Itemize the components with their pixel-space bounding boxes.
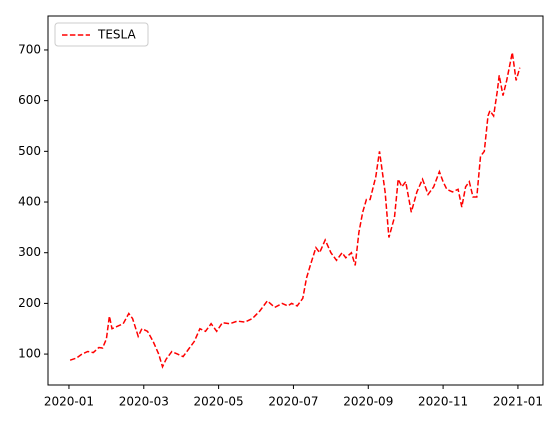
x-tick-label: 2020-03 (119, 395, 169, 409)
plot-frame (47, 15, 544, 386)
y-tick-label: 600 (18, 93, 41, 107)
y-tick-label: 200 (18, 296, 41, 310)
x-tick-label: 2020-05 (194, 395, 244, 409)
x-tick-label: 2020-09 (343, 395, 393, 409)
x-tick-label: 2021-01 (493, 395, 543, 409)
legend: TESLA (54, 22, 149, 47)
y-tick-label: 300 (18, 245, 41, 259)
y-tick-label: 700 (18, 42, 41, 56)
y-tick-label: 100 (18, 347, 41, 361)
y-tick-label: 500 (18, 144, 41, 158)
x-tick-label: 2020-07 (268, 395, 318, 409)
y-tick-label: 400 (18, 195, 41, 209)
legend-label: TESLA (97, 28, 136, 42)
x-tick-label: 2020-11 (418, 395, 468, 409)
legend-box (54, 22, 149, 47)
x-tick-label: 2020-01 (44, 395, 94, 409)
line-series (69, 52, 521, 369)
